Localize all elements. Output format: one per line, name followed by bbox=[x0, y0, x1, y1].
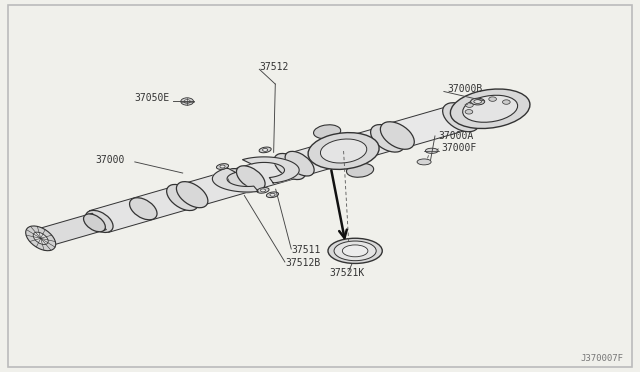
Ellipse shape bbox=[380, 122, 414, 149]
Circle shape bbox=[465, 103, 473, 108]
Ellipse shape bbox=[274, 154, 305, 180]
Polygon shape bbox=[243, 157, 299, 183]
Circle shape bbox=[184, 100, 190, 103]
Text: 37000A: 37000A bbox=[438, 131, 474, 141]
Circle shape bbox=[220, 165, 225, 168]
Polygon shape bbox=[212, 168, 259, 192]
Ellipse shape bbox=[417, 159, 431, 165]
Ellipse shape bbox=[266, 192, 278, 198]
Ellipse shape bbox=[323, 140, 355, 166]
Ellipse shape bbox=[321, 139, 367, 163]
Ellipse shape bbox=[26, 226, 56, 251]
Polygon shape bbox=[90, 184, 202, 232]
Text: 37512B: 37512B bbox=[285, 258, 320, 268]
Text: 37511: 37511 bbox=[291, 245, 321, 255]
Ellipse shape bbox=[426, 148, 438, 153]
Ellipse shape bbox=[308, 132, 379, 169]
Ellipse shape bbox=[86, 211, 113, 232]
Ellipse shape bbox=[346, 163, 374, 177]
Ellipse shape bbox=[129, 198, 157, 220]
Ellipse shape bbox=[84, 214, 106, 232]
Circle shape bbox=[502, 100, 510, 104]
Text: 37000: 37000 bbox=[95, 155, 125, 165]
Circle shape bbox=[489, 97, 497, 101]
Ellipse shape bbox=[443, 103, 479, 132]
Circle shape bbox=[270, 193, 275, 196]
Ellipse shape bbox=[463, 95, 518, 122]
Ellipse shape bbox=[470, 98, 484, 105]
Circle shape bbox=[180, 98, 193, 105]
Ellipse shape bbox=[342, 245, 368, 257]
Text: 37521K: 37521K bbox=[330, 268, 365, 278]
Text: 37000B: 37000B bbox=[448, 84, 483, 94]
Text: 37512: 37512 bbox=[259, 62, 289, 72]
Ellipse shape bbox=[227, 169, 255, 193]
Polygon shape bbox=[280, 128, 397, 177]
Polygon shape bbox=[183, 155, 299, 206]
Ellipse shape bbox=[177, 182, 208, 208]
Ellipse shape bbox=[236, 166, 265, 190]
Ellipse shape bbox=[451, 89, 530, 128]
Text: 37050E: 37050E bbox=[135, 93, 170, 103]
Ellipse shape bbox=[334, 241, 376, 261]
Ellipse shape bbox=[259, 147, 271, 153]
Ellipse shape bbox=[33, 232, 48, 244]
Ellipse shape bbox=[314, 125, 340, 139]
Ellipse shape bbox=[216, 164, 228, 169]
Ellipse shape bbox=[257, 187, 269, 193]
Text: J370007F: J370007F bbox=[580, 354, 623, 363]
Polygon shape bbox=[34, 213, 106, 247]
Ellipse shape bbox=[166, 185, 198, 211]
Ellipse shape bbox=[285, 151, 314, 176]
Ellipse shape bbox=[328, 238, 382, 263]
Polygon shape bbox=[378, 106, 471, 150]
Circle shape bbox=[262, 148, 268, 151]
Ellipse shape bbox=[371, 125, 404, 152]
Circle shape bbox=[260, 189, 266, 192]
Ellipse shape bbox=[474, 100, 481, 103]
Text: 37000F: 37000F bbox=[442, 143, 477, 153]
Circle shape bbox=[465, 110, 473, 114]
